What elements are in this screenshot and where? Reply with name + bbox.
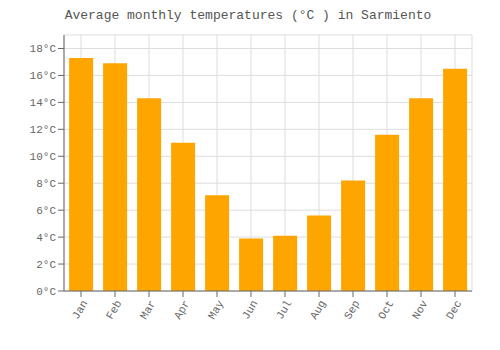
svg-text:Jun: Jun xyxy=(240,298,260,321)
html-text:Average monthly temperatures (: Average monthly temperatures (°C ) in Sa… xyxy=(64,8,432,23)
svg-text:10°C: 10°C xyxy=(30,151,57,163)
svg-text:Dec: Dec xyxy=(444,298,464,321)
svg-text:14°C: 14°C xyxy=(30,97,57,109)
svg-text:18°C: 18°C xyxy=(30,43,57,55)
svg-text:Nov: Nov xyxy=(410,298,430,321)
svg-text:Jul: Jul xyxy=(274,298,294,321)
svg-text:6°C: 6°C xyxy=(36,205,56,217)
svg-text:8°C: 8°C xyxy=(36,178,56,190)
svg-text:Sep: Sep xyxy=(342,298,362,321)
svg-text:0°C: 0°C xyxy=(36,286,56,298)
svg-text:4°C: 4°C xyxy=(36,232,56,244)
svg-text:Mar: Mar xyxy=(138,298,158,321)
svg-text:Aug: Aug xyxy=(308,298,328,321)
svg-text:Feb: Feb xyxy=(104,298,124,321)
svg-text:2°C: 2°C xyxy=(36,259,56,271)
svg-text:12°C: 12°C xyxy=(30,124,57,136)
svg-text:Apr: Apr xyxy=(172,298,192,321)
svg-text:Jan: Jan xyxy=(70,298,90,321)
svg-text:May: May xyxy=(206,298,226,321)
svg-text:16°C: 16°C xyxy=(30,70,57,82)
svg-text:Oct: Oct xyxy=(376,298,396,321)
